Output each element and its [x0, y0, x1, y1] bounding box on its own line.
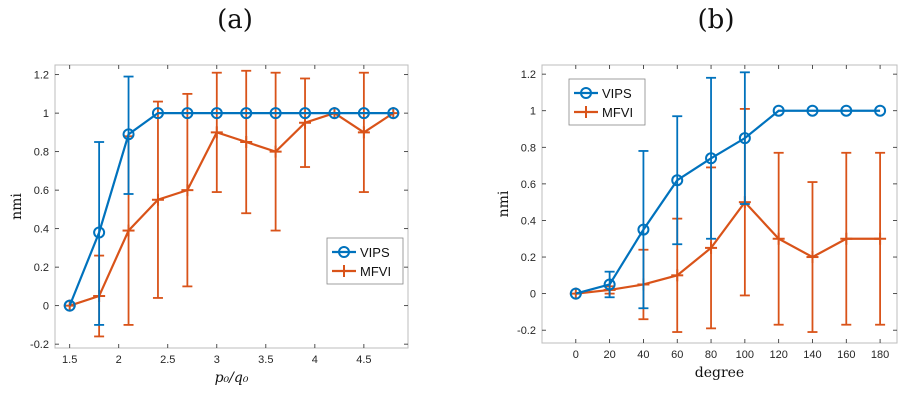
series-mfvi: [63, 69, 400, 338]
data-point: [240, 136, 253, 149]
x-axis-label: p₀/q₀: [215, 370, 249, 386]
y-tick-label: 1.2: [521, 69, 536, 81]
legend-label: MFVI: [360, 264, 391, 279]
data-point: [299, 107, 312, 120]
data-point: [357, 107, 370, 120]
x-tick-label: 100: [736, 349, 754, 361]
panel-label: (b): [698, 5, 735, 35]
legend-label: VIPS: [602, 86, 632, 101]
data-point: [705, 152, 718, 165]
legend-label: VIPS: [360, 245, 390, 260]
data-point: [840, 104, 853, 117]
x-tick-label: 2: [116, 354, 122, 366]
plot-frame: [54, 64, 409, 349]
x-axis-label: degree: [695, 365, 744, 381]
y-axis-label: nmi: [496, 190, 512, 217]
series-mfvi: [569, 107, 887, 333]
chart-panel-a: (a) 1.5 2 2.5 3 3.5 4 4.5 -0.2 0 0.2 0.4 0.6 0.8 1 1.2 p…: [9, 5, 409, 386]
data-point: [181, 107, 194, 120]
y-tick-label: -0.2: [30, 339, 49, 351]
series-line: [575, 200, 881, 295]
y-tick-label: 1.2: [34, 70, 49, 82]
y-tick-label: 0.2: [521, 252, 536, 264]
x-tick-label: 160: [837, 349, 855, 361]
data-point: [240, 107, 253, 120]
data-point: [387, 107, 400, 120]
legend-marker-circle: [580, 87, 592, 99]
x-tick-label: 180: [871, 349, 889, 361]
legend: VIPS MFVI: [568, 78, 646, 126]
legend-label: MFVI: [602, 105, 633, 120]
x-tick-label: 1.5: [62, 354, 77, 366]
x-tick-label: 0: [573, 349, 579, 361]
plot-frame: [541, 64, 898, 344]
chart-panel-b: (b) 0 20 40 60 80 100 120 140 160 180 -0.2 0 0.2 0.4 0.…: [496, 5, 898, 381]
data-point: [738, 132, 751, 145]
y-tick-label: 0.2: [34, 262, 49, 274]
data-point: [671, 269, 684, 282]
data-point: [569, 287, 582, 300]
y-axis-label: nmi: [9, 193, 25, 220]
data-point: [269, 145, 282, 158]
panel-label: (a): [217, 5, 253, 35]
x-tick-label: 3: [214, 354, 220, 366]
y-tick-label: 0.8: [521, 142, 536, 154]
x-tick-label: 140: [803, 349, 821, 361]
x-tick-label: 4: [312, 354, 318, 366]
legend: VIPS MFVI: [326, 237, 404, 285]
data-point: [269, 107, 282, 120]
data-point: [181, 184, 194, 197]
y-tick-label: 1: [43, 108, 49, 120]
data-point: [210, 107, 223, 120]
data-point: [210, 126, 223, 139]
data-point: [671, 174, 684, 187]
x-tick-label: 120: [769, 349, 787, 361]
x-tick-label: 80: [705, 349, 717, 361]
series-line: [575, 109, 881, 295]
y-tick-label: 0.8: [34, 147, 49, 159]
legend-marker-circle: [338, 246, 350, 258]
y-tick-label: 0.4: [34, 224, 49, 236]
data-point: [357, 126, 370, 139]
x-tick-label: 40: [637, 349, 649, 361]
data-point: [874, 232, 887, 245]
x-tick-label: 3.5: [258, 354, 273, 366]
data-point: [806, 251, 819, 264]
y-tick-label: 0.6: [34, 185, 49, 197]
legend-box: [568, 78, 646, 126]
data-point: [122, 224, 135, 237]
data-point: [63, 299, 76, 312]
series-vips: [63, 75, 400, 326]
y-tick-label: 0: [530, 289, 536, 301]
y-tick-label: 0: [43, 301, 49, 313]
data-point: [151, 107, 164, 120]
data-point: [840, 232, 853, 245]
y-tick-label: 0.4: [521, 215, 536, 227]
series-vips: [569, 71, 887, 310]
data-point: [151, 193, 164, 206]
data-point: [874, 104, 887, 117]
legend-box: [326, 237, 404, 285]
data-point: [772, 104, 785, 117]
data-point: [772, 232, 785, 245]
data-point: [122, 128, 135, 141]
x-tick-label: 4.5: [356, 354, 371, 366]
x-tick-label: 20: [603, 349, 615, 361]
data-point: [806, 104, 819, 117]
data-point: [637, 223, 650, 236]
data-point: [705, 241, 718, 254]
data-point: [603, 278, 616, 291]
y-tick-label: 0.6: [521, 179, 536, 191]
data-point: [93, 226, 106, 239]
x-tick-label: 2.5: [160, 354, 175, 366]
y-tick-label: 1: [530, 106, 536, 118]
data-point: [328, 107, 341, 120]
x-tick-label: 60: [671, 349, 683, 361]
y-tick-label: -0.2: [517, 325, 536, 337]
